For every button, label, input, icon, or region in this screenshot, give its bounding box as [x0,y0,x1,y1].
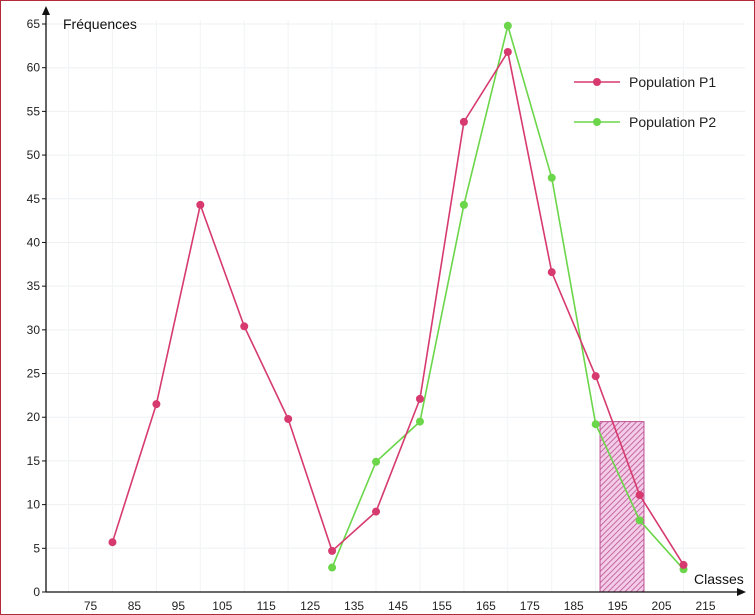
data-point [635,491,644,500]
y-tick-label: 40 [27,235,41,249]
legend-marker [593,78,601,86]
x-tick-label: 215 [695,599,715,613]
data-point [503,47,512,56]
x-tick-label: 175 [520,599,540,613]
x-tick-label: 105 [212,599,232,613]
data-point [328,546,337,555]
data-point [503,21,512,30]
data-point [328,563,337,572]
legend-label: Population P1 [629,74,716,90]
y-tick-label: 20 [27,410,41,424]
data-point [415,417,424,426]
y-tick-label: 60 [27,61,41,75]
data-point [415,394,424,403]
data-point [372,507,381,516]
data-point [459,200,468,209]
x-tick-label: 75 [84,599,98,613]
legend-marker [593,118,601,126]
y-tick-label: 65 [27,17,41,31]
x-tick-label: 95 [172,599,186,613]
data-point [152,400,161,409]
data-point [591,372,600,381]
y-tick-label: 35 [27,279,41,293]
data-point [108,538,117,547]
grid [46,20,745,592]
y-tick-label: 10 [27,498,41,512]
data-point [635,516,644,525]
y-tick-label: 5 [33,541,40,555]
data-point [196,200,205,209]
data-point [679,560,688,569]
data-point [591,420,600,429]
series-group [108,21,688,574]
x-tick-label: 85 [128,599,142,613]
x-tick-label: 125 [300,599,320,613]
data-point [372,457,381,466]
legend-label: Population P2 [629,114,716,130]
y-tick-label: 45 [27,192,41,206]
x-tick-label: 145 [388,599,408,613]
x-tick-label: 155 [432,599,452,613]
x-tick-label: 115 [257,599,276,613]
axes: 0 5 10 15 20 25 30 35 40 45 50 55 60 65 75 85 95 105 115 12… [27,6,746,613]
y-axis-arrow [42,6,50,15]
x-tick-label: 165 [476,599,496,613]
data-point [547,173,556,182]
y-tick-label: 55 [27,104,41,118]
y-axis-title: Fréquences [63,16,137,32]
x-axis-arrow [737,588,746,596]
data-point [284,414,293,423]
x-axis-title: Classes [694,571,744,587]
y-tick-label: 25 [27,367,41,381]
y-tick-label: 50 [27,148,41,162]
y-tick-label: 15 [27,454,41,468]
x-tick-label: 205 [652,599,672,613]
y-tick-label: 0 [33,585,40,599]
data-point [547,268,556,277]
x-tick-label: 135 [344,599,364,613]
legend: Population P1 Population P2 [574,74,716,130]
x-tick-label: 185 [564,599,584,613]
data-point [240,322,249,331]
series-line [111,51,685,566]
data-point [459,117,468,126]
y-tick-label: 30 [27,323,41,337]
x-tick-label: 195 [608,599,628,613]
